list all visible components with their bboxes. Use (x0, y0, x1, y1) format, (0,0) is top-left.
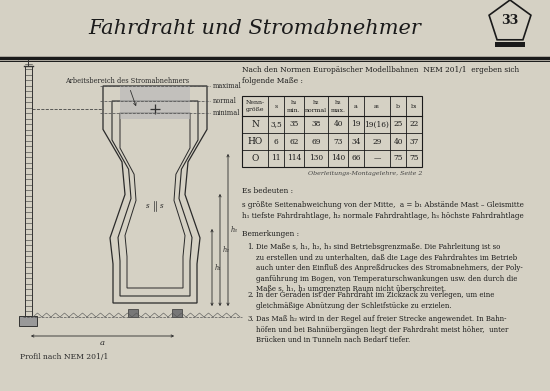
Bar (120, 86, 190, 119)
Bar (25, 66, 31, 316)
Text: 34: 34 (351, 138, 361, 145)
Text: min.: min. (287, 108, 301, 113)
Text: 75: 75 (409, 154, 419, 163)
Text: maximal: maximal (213, 82, 242, 90)
Text: Profil nach NEM 201/1: Profil nach NEM 201/1 (20, 353, 108, 361)
Text: 19: 19 (351, 120, 361, 129)
Text: 35: 35 (289, 120, 299, 129)
Text: größe: größe (246, 108, 264, 113)
Bar (19, 316, 37, 326)
Text: h₂: h₂ (313, 100, 319, 106)
Text: h₁: h₁ (291, 100, 297, 106)
Text: Es bedeuten :: Es bedeuten : (242, 187, 293, 195)
Text: 66: 66 (351, 154, 361, 163)
Text: s größte Seitenabweichung von der Mitte,  a = b₁ Abstände Mast – Gleismitte: s größte Seitenabweichung von der Mitte,… (242, 201, 524, 209)
Text: 33: 33 (502, 14, 519, 27)
Text: 73: 73 (333, 138, 343, 145)
Text: minimal: minimal (213, 109, 240, 117)
Text: 38: 38 (311, 120, 321, 129)
Text: 25: 25 (393, 120, 403, 129)
Polygon shape (489, 0, 531, 40)
Text: h₂: h₂ (223, 246, 230, 254)
Text: s: s (146, 202, 150, 210)
Text: Arbeitsbereich des Stromabnehmers: Arbeitsbereich des Stromabnehmers (65, 77, 189, 106)
Text: a₁: a₁ (374, 104, 380, 108)
Text: 75: 75 (393, 154, 403, 163)
Text: 62: 62 (289, 138, 299, 145)
Text: h₃: h₃ (231, 226, 238, 234)
Text: b: b (396, 104, 400, 108)
Bar (128, 309, 138, 317)
Text: h₁ tiefste Fahrdrahtlage, h₂ normale Fahrdrahtlage, h₃ höchste Fahrdrahtlage: h₁ tiefste Fahrdrahtlage, h₂ normale Fah… (242, 212, 524, 220)
Text: Oberleitungs-Montagelehre, Seite 2: Oberleitungs-Montagelehre, Seite 2 (307, 171, 422, 176)
Text: b₁: b₁ (411, 104, 417, 108)
Bar (242, 96, 422, 167)
Text: HO: HO (248, 137, 263, 146)
Text: 1.: 1. (247, 243, 254, 251)
Text: 140: 140 (331, 154, 345, 163)
Text: 29: 29 (372, 138, 382, 145)
Text: 11: 11 (271, 154, 280, 163)
Text: normal: normal (305, 108, 327, 113)
Text: s: s (274, 104, 278, 108)
Text: —: — (373, 154, 381, 163)
Text: a: a (354, 104, 358, 108)
Text: 22: 22 (409, 120, 419, 129)
Text: 3.: 3. (247, 315, 254, 323)
Text: 40: 40 (393, 138, 403, 145)
Text: 19(16): 19(16) (365, 120, 389, 129)
Text: max.: max. (331, 108, 345, 113)
Text: Die Maße s, h₁, h₂, h₃ sind Betriebsgrenzmaße. Die Fahrleitung ist so
zu erstell: Die Maße s, h₁, h₂, h₃ sind Betriebsgren… (256, 243, 522, 293)
Text: 69: 69 (311, 138, 321, 145)
Text: h₃: h₃ (335, 100, 341, 106)
Text: Nach den Normen Europäischer Modellbahnen  NEM 201/1  ergeben sich
folgende Maße: Nach den Normen Europäischer Modellbahne… (242, 66, 519, 85)
Text: 6: 6 (274, 138, 278, 145)
Text: 3,5: 3,5 (270, 120, 282, 129)
Text: h₁: h₁ (215, 264, 222, 271)
Bar (494, 42, 525, 47)
Text: N: N (251, 120, 259, 129)
Text: Bemerkungen :: Bemerkungen : (242, 230, 299, 238)
Text: 2.: 2. (247, 291, 254, 299)
Text: 130: 130 (309, 154, 323, 163)
Text: normal: normal (213, 97, 237, 105)
Text: a: a (100, 339, 105, 347)
Text: O: O (251, 154, 258, 163)
Bar (172, 309, 182, 317)
Text: Das Maß h₂ wird in der Regel auf freier Strecke angewendet. In Bahn-
höfen und b: Das Maß h₂ wird in der Regel auf freier … (256, 315, 508, 344)
Text: In der Geraden ist der Fahrdraht im Zickzack zu verlegen, um eine
gleichmäßige A: In der Geraden ist der Fahrdraht im Zick… (256, 291, 494, 310)
Text: 114: 114 (287, 154, 301, 163)
Text: 40: 40 (333, 120, 343, 129)
Text: Fahrdraht und Stromabnehmer: Fahrdraht und Stromabnehmer (89, 18, 421, 38)
Text: 37: 37 (409, 138, 419, 145)
Text: s: s (160, 202, 164, 210)
Text: Nenn-: Nenn- (245, 100, 265, 106)
